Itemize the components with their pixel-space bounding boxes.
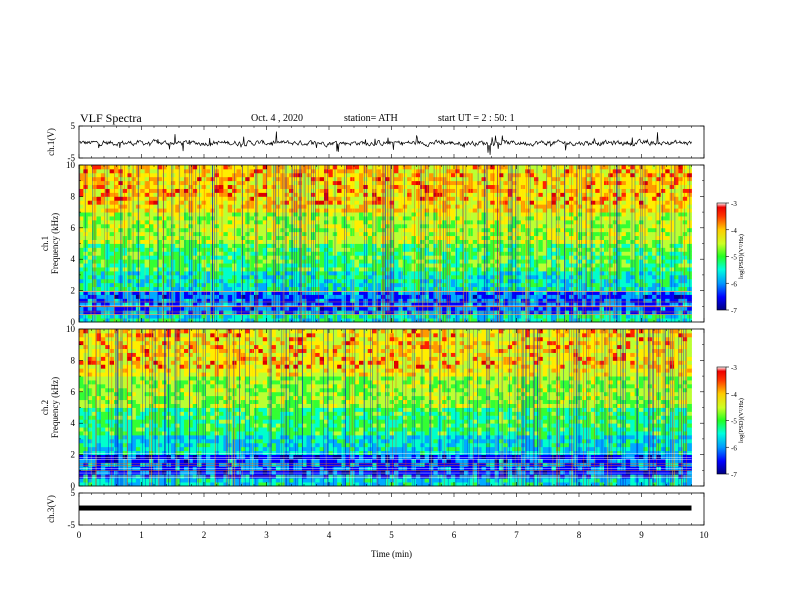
x-tick-label: 4	[327, 530, 332, 540]
figure-title: VLF Spectra	[80, 111, 142, 125]
colorbar-tick-label: -3	[731, 200, 737, 208]
colorbar-tick-label: -5	[731, 418, 737, 426]
x-tick-label: 6	[452, 530, 457, 540]
ch1_waveform-trace	[78, 131, 692, 155]
date-label: Oct. 4 , 2020	[251, 113, 303, 124]
colorbar-tick-label: -7	[731, 307, 737, 315]
colorbar-tick-label: -4	[731, 391, 737, 399]
y-tick-label: 4	[71, 418, 76, 428]
y-tick-label: 10	[66, 324, 76, 334]
y-tick-label: -5	[68, 520, 76, 530]
channel-label: ch.1	[40, 236, 50, 251]
y-tick-label: -5	[68, 153, 76, 163]
channel-label: ch.2	[40, 400, 50, 415]
x-tick-label: 10	[700, 530, 710, 540]
y-tick-label: 2	[71, 286, 76, 296]
x-tick-label: 7	[514, 530, 519, 540]
ch1_spectrogram-colorbar	[716, 202, 727, 311]
colorbar-tick-label: -6	[731, 444, 737, 452]
y-tick-label: 5	[71, 488, 76, 498]
y-tick-label: 6	[71, 223, 76, 233]
ch2_spectrogram-image	[79, 329, 692, 487]
y-tick-label: 0	[71, 481, 76, 491]
colorbar-label: log(PSD)(V²/Hz)	[738, 234, 745, 279]
ch3_waveform-trace	[79, 505, 692, 511]
colorbar-tick-label: -4	[731, 227, 737, 235]
colorbar-tick-label: -3	[731, 364, 737, 372]
x-tick-label: 9	[639, 530, 644, 540]
colorbar-tick-label: -7	[731, 471, 737, 479]
y-tick-label: 5	[71, 121, 76, 131]
station-label: station= ATH	[344, 113, 398, 124]
y-tick-label: 6	[71, 387, 76, 397]
y-tick-label: 8	[71, 191, 76, 201]
y-axis-label: ch.3(V)	[46, 495, 56, 523]
x-tick-label: 3	[264, 530, 269, 540]
ch2_spectrogram-colorbar	[716, 366, 727, 475]
y-tick-label: 10	[66, 160, 76, 170]
x-tick-label: 8	[577, 530, 582, 540]
x-tick-label: 5	[389, 530, 394, 540]
x-tick-label: 2	[202, 530, 207, 540]
y-tick-label: 0	[71, 317, 76, 327]
x-tick-label: 0	[77, 530, 82, 540]
ch1_spectrogram-image	[79, 165, 692, 323]
x-axis-label: Time (min)	[371, 549, 412, 559]
y-axis-label: ch.1(V)	[46, 128, 56, 156]
colorbar-tick-label: -6	[731, 280, 737, 288]
start-time-label: start UT = 2 : 50: 1	[438, 113, 515, 124]
x-tick-label: 1	[139, 530, 144, 540]
y-tick-label: 2	[71, 450, 76, 460]
y-tick-label: 8	[71, 355, 76, 365]
y-axis-label: Frequency (kHz)	[50, 213, 60, 274]
y-axis-label: Frequency (kHz)	[50, 377, 60, 438]
colorbar-label: log(PSD)(V²/Hz)	[738, 398, 745, 443]
colorbar-tick-label: -5	[731, 254, 737, 262]
y-tick-label: 4	[71, 254, 76, 264]
